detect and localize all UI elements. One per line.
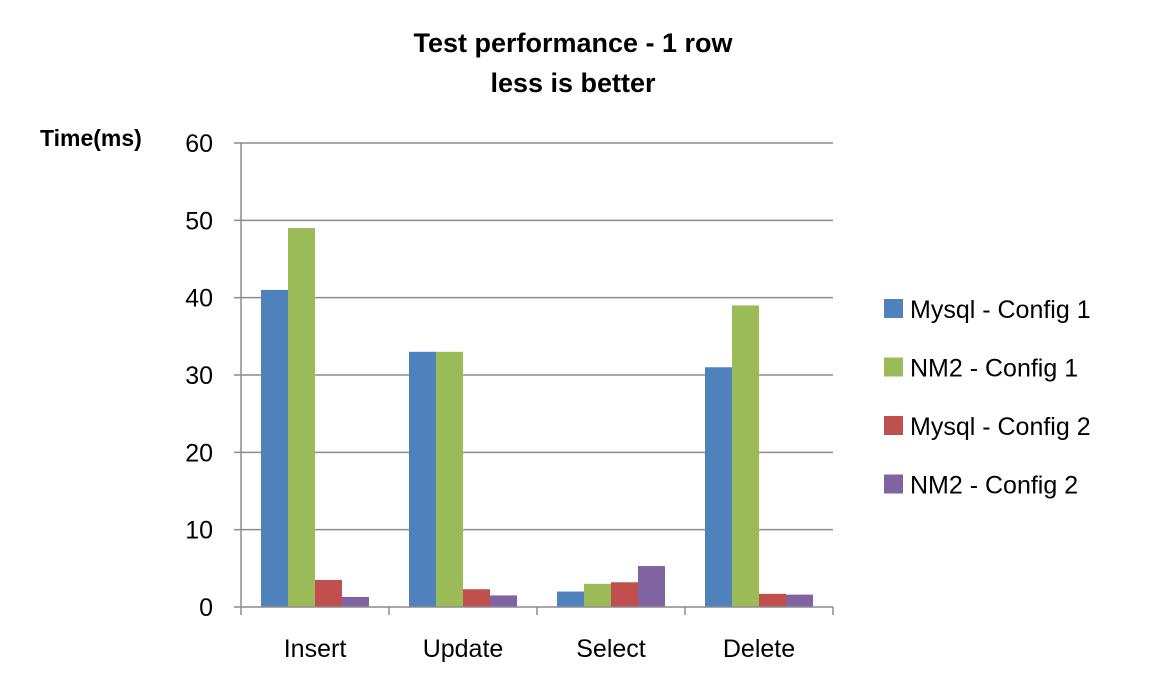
x-tick-labels: Insert Update Select Delete: [284, 635, 795, 663]
bar: [315, 579, 342, 607]
legend-swatch: [884, 474, 903, 494]
legend: Mysql - Config 1 NM2 - Config 1 Mysql - Co…: [884, 296, 1091, 500]
y-tick-label: 40: [185, 285, 213, 313]
y-tick-label: 10: [185, 517, 213, 545]
y-tick-label: 30: [185, 362, 213, 390]
x-tick-label: Delete: [723, 635, 795, 663]
bar: [705, 367, 732, 607]
legend-label: NM2 - Config 2: [910, 472, 1078, 500]
x-tick-label: Select: [576, 635, 646, 663]
x-tick-label: Insert: [284, 635, 347, 663]
legend-swatch: [884, 299, 903, 318]
bar: [732, 305, 759, 607]
legend-swatch: [884, 357, 903, 377]
bar: [261, 289, 288, 607]
bar: [786, 594, 813, 607]
bar: [584, 583, 611, 607]
bar: [638, 566, 665, 607]
legend-label: NM2 - Config 1: [910, 355, 1078, 383]
chart-title: Test performance - 1 row: [413, 28, 733, 58]
bar: [409, 351, 436, 607]
legend-label: Mysql - Config 2: [910, 413, 1091, 441]
axes: [234, 142, 834, 615]
bar: [611, 582, 638, 607]
legend-label: Mysql - Config 1: [910, 296, 1091, 324]
y-axis-label: Time(ms): [40, 125, 142, 151]
x-tick-label: Update: [423, 635, 504, 663]
y-tick-label: 60: [185, 130, 213, 158]
legend-swatch: [884, 416, 903, 435]
bar: [759, 593, 786, 607]
bar: [463, 589, 490, 607]
bar: [288, 228, 315, 608]
y-tick-labels: 0 10 20 30 40 50 60: [185, 130, 213, 622]
y-tick-label: 50: [185, 207, 213, 235]
bar: [490, 595, 517, 607]
y-tick-label: 0: [199, 594, 213, 622]
bar: [557, 591, 584, 607]
bar: [436, 351, 463, 607]
bar: [342, 596, 369, 607]
bars-group: [261, 228, 813, 608]
chart-subtitle: less is better: [490, 68, 656, 98]
y-tick-label: 20: [185, 439, 213, 467]
